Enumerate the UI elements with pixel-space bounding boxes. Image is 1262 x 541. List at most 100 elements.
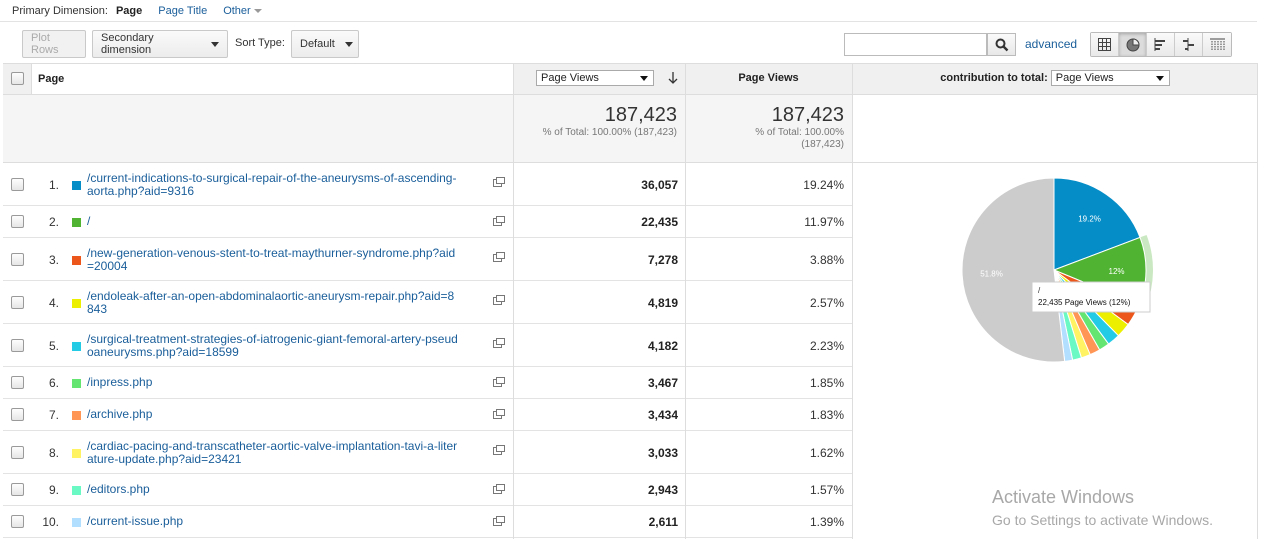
pivot-view-button[interactable] — [1203, 33, 1231, 56]
page-path-line-2: =20004 — [87, 258, 128, 273]
open-page-icon[interactable] — [493, 377, 505, 387]
header-pageviews-label: Page Views — [738, 72, 799, 84]
column-divider — [513, 63, 514, 539]
contribution-pie-chart: 19.2% 12% 51.8% / 22,435 Page Views (12%) — [961, 177, 1153, 363]
row-pageviews: 2,611 — [648, 515, 678, 529]
contribution-select[interactable]: Page Views — [1050, 70, 1170, 86]
page-link[interactable]: /archive.php — [87, 408, 490, 421]
sort-descending-icon[interactable] — [668, 72, 678, 84]
row-pageviews: 4,819 — [647, 295, 678, 310]
table-row: 9. /editors.php 2,943 1.57% — [3, 474, 852, 506]
advanced-filter-link[interactable]: advanced — [1025, 37, 1078, 51]
page-link[interactable]: /endoleak-after-an-open-abdominalaortic-… — [87, 289, 490, 316]
table-row: 10. /current-issue.php 2,611 1.39% — [3, 506, 852, 538]
page-path-line-1: / — [87, 214, 91, 228]
totals-secondary: 187,423 % of Total: 100.00% (187,423) — [685, 95, 852, 163]
row-checkbox[interactable] — [11, 338, 24, 352]
row-number: 2. — [48, 215, 59, 229]
pivot-view-icon — [1209, 38, 1225, 50]
select-all-cell — [11, 63, 31, 93]
row-pageviews-pct: 2.23% — [809, 338, 844, 353]
pie-view-button[interactable] — [1119, 33, 1147, 56]
open-page-icon[interactable] — [493, 251, 505, 262]
row-number: 3. — [48, 252, 59, 267]
page-link[interactable]: /inpress.php — [87, 376, 490, 389]
row-number: 6. — [48, 376, 59, 390]
page-link[interactable]: /editors.php — [87, 483, 490, 496]
row-pageviews: 3,434 — [647, 408, 678, 422]
row-checkbox[interactable] — [11, 252, 24, 266]
page-path-line-2: aorta.php?aid=9316 — [87, 183, 195, 198]
grid-view-icon — [1098, 38, 1111, 51]
total-pageviews-pct-2a: % of Total: 100.00% — [755, 127, 844, 138]
row-pageviews: 2,943 — [647, 483, 678, 497]
row-checkbox[interactable] — [11, 445, 24, 459]
pie-slice[interactable] — [961, 177, 1066, 363]
legend-swatch — [72, 448, 81, 458]
dimension-page-title-link[interactable]: Page Title — [158, 4, 208, 17]
legend-swatch — [72, 255, 81, 265]
select-all-checkbox[interactable] — [11, 71, 24, 85]
performance-view-button[interactable] — [1147, 33, 1175, 56]
row-checkbox[interactable] — [11, 215, 24, 228]
pie-slice[interactable] — [1053, 177, 1141, 271]
page-link[interactable]: /current-issue.php — [87, 515, 490, 528]
column-divider — [1257, 63, 1258, 539]
primary-dimension-bar: Primary Dimension: Page Page Title Other — [0, 0, 1257, 22]
row-number: 5. — [48, 338, 59, 353]
plot-rows-label: Plot Rows — [31, 32, 59, 56]
page-link[interactable]: /cardiac-pacing-and-transcatheter-aortic… — [87, 439, 490, 466]
pie-tooltip: / 22,435 Page Views (12%) — [1031, 281, 1151, 313]
contribution-select-value: Page Views — [1055, 72, 1114, 84]
open-page-icon[interactable] — [493, 337, 505, 348]
comparison-view-button[interactable] — [1175, 33, 1203, 56]
header-contribution: contribution to total: Page Views — [852, 63, 1258, 93]
secondary-dimension-dropdown[interactable]: Secondary dimension — [92, 30, 228, 58]
primary-dimension-label: Primary Dimension: — [12, 4, 108, 17]
page-path-line-1: /new-generation-venous-stent-to-treat-ma… — [87, 245, 456, 260]
row-pageviews: 4,182 — [647, 338, 678, 353]
row-checkbox[interactable] — [11, 483, 24, 496]
plot-rows-button[interactable]: Plot Rows — [22, 30, 86, 58]
search-button[interactable] — [987, 33, 1016, 56]
open-page-icon[interactable] — [493, 176, 505, 187]
open-page-icon[interactable] — [493, 516, 505, 526]
dimension-other-label: Other — [223, 4, 251, 17]
table-row: 8. /cardiac-pacing-and-transcatheter-aort… — [3, 431, 852, 474]
grid-view-button[interactable] — [1091, 33, 1119, 56]
view-switcher — [1090, 32, 1232, 57]
pie-slice-label: 51.8% — [980, 270, 1003, 279]
header-page[interactable]: Page — [31, 64, 513, 94]
open-page-icon[interactable] — [493, 294, 505, 305]
table-search-input[interactable] — [844, 33, 987, 56]
dimension-other-link[interactable]: Other — [223, 5, 262, 17]
legend-swatch — [72, 341, 81, 351]
row-checkbox[interactable] — [11, 515, 24, 528]
page-link[interactable]: /new-generation-venous-stent-to-treat-ma… — [87, 245, 490, 273]
row-checkbox[interactable] — [11, 376, 24, 389]
table-row: 4. /endoleak-after-an-open-abdominalaorti… — [3, 281, 852, 324]
row-checkbox[interactable] — [11, 408, 24, 421]
open-page-icon[interactable] — [493, 216, 505, 226]
row-checkbox[interactable] — [11, 177, 24, 191]
row-pageviews-pct: 1.83% — [809, 408, 844, 422]
open-page-icon[interactable] — [493, 444, 505, 455]
row-pageviews-pct: 1.57% — [809, 483, 844, 497]
secondary-dimension-label: Secondary dimension — [101, 32, 154, 56]
chevron-down-icon — [640, 76, 648, 81]
open-page-icon[interactable] — [493, 484, 505, 494]
page-path-line-1: /current-indications-to-surgical-repair-… — [87, 170, 457, 185]
page-path-line-1: /current-issue.php — [87, 514, 184, 528]
open-page-icon[interactable] — [493, 409, 505, 419]
row-checkbox[interactable] — [11, 295, 24, 309]
page-link[interactable]: /current-indications-to-surgical-repair-… — [87, 170, 490, 198]
metric-select[interactable]: Page Views — [536, 70, 654, 86]
pie-tooltip-text: 22,435 Page Views (12%) — [1038, 298, 1131, 307]
header-pageviews[interactable]: Page Views — [685, 63, 852, 93]
page-link[interactable]: /surgical-treatment-strategies-of-iatrog… — [87, 332, 490, 359]
row-pageviews: 3,033 — [647, 445, 678, 460]
row-pageviews-pct: 1.39% — [809, 515, 844, 529]
total-pageviews-value: 187,423 — [604, 104, 677, 126]
page-link[interactable]: / — [87, 215, 490, 228]
sort-type-dropdown[interactable]: Default — [291, 30, 359, 58]
